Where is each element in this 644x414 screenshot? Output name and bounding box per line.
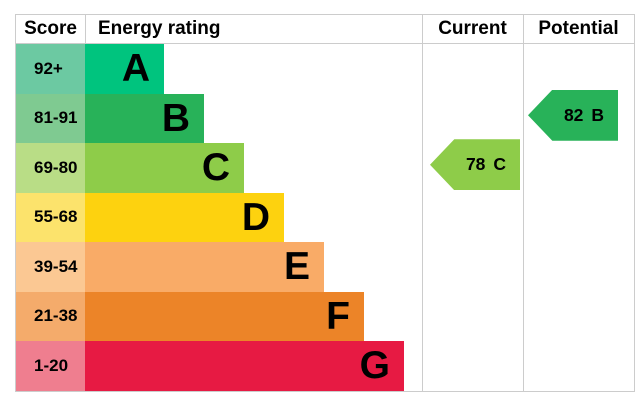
current-rating-value: 78: [465, 154, 486, 175]
band-letter-f: F: [326, 294, 350, 338]
band-row-f: 21-38 F: [16, 291, 634, 341]
score-cell: 81-91: [16, 93, 85, 143]
current-rating-letter: C: [493, 154, 507, 175]
header-energy-rating-label: Energy rating: [98, 18, 221, 39]
score-range-label: 92+: [34, 58, 63, 78]
band-row-a: 92+ A: [16, 44, 634, 94]
score-range-label: 69-80: [34, 157, 78, 177]
band-row-d: 55-68 D: [16, 192, 634, 242]
score-cell: 92+: [16, 44, 85, 94]
score-cell: 1-20: [16, 341, 85, 391]
band-letter-a: A: [121, 47, 150, 91]
potential-rating-letter: B: [591, 104, 605, 125]
score-range-label: 1-20: [34, 355, 69, 375]
bands-area: 92+ A 81-91 B 69-80 C: [16, 44, 634, 391]
score-cell: 69-80: [16, 143, 85, 193]
header-potential-label: Potential: [538, 18, 619, 39]
band-bar-b: B: [85, 93, 204, 143]
band-bar-e: E: [85, 242, 324, 292]
score-range-label: 81-91: [34, 108, 78, 128]
current-column-divider-line: [422, 15, 423, 391]
band-letter-b: B: [161, 96, 190, 140]
band-letter-d: D: [241, 195, 270, 239]
score-rating-divider-line: [85, 15, 86, 43]
score-cell: 39-54: [16, 242, 85, 292]
band-row-c: 69-80 C: [16, 143, 634, 193]
band-letter-c: C: [201, 146, 230, 190]
epc-table: Score Energy rating Current Potential 92…: [15, 14, 635, 392]
band-bar-c: C: [85, 143, 244, 193]
potential-column-divider-line: [523, 15, 524, 391]
header-score-label: Score: [24, 18, 77, 39]
score-range-label: 39-54: [34, 256, 78, 276]
score-range-label: 55-68: [34, 207, 78, 227]
table-header-row: Score Energy rating Current Potential: [16, 15, 634, 44]
band-row-e: 39-54 E: [16, 242, 634, 292]
band-bar-f: F: [85, 291, 364, 341]
potential-rating-value: 82: [563, 104, 584, 125]
score-cell: 21-38: [16, 291, 85, 341]
band-letter-g: G: [359, 344, 390, 388]
header-current-label: Current: [438, 18, 507, 39]
band-row-b: 81-91 B: [16, 93, 634, 143]
band-row-g: 1-20 G: [16, 341, 634, 391]
band-bar-g: G: [85, 341, 404, 391]
score-range-label: 21-38: [34, 306, 78, 326]
band-bar-d: D: [85, 192, 284, 242]
band-letter-e: E: [283, 245, 310, 289]
band-bar-a: A: [85, 44, 164, 94]
score-cell: 55-68: [16, 192, 85, 242]
